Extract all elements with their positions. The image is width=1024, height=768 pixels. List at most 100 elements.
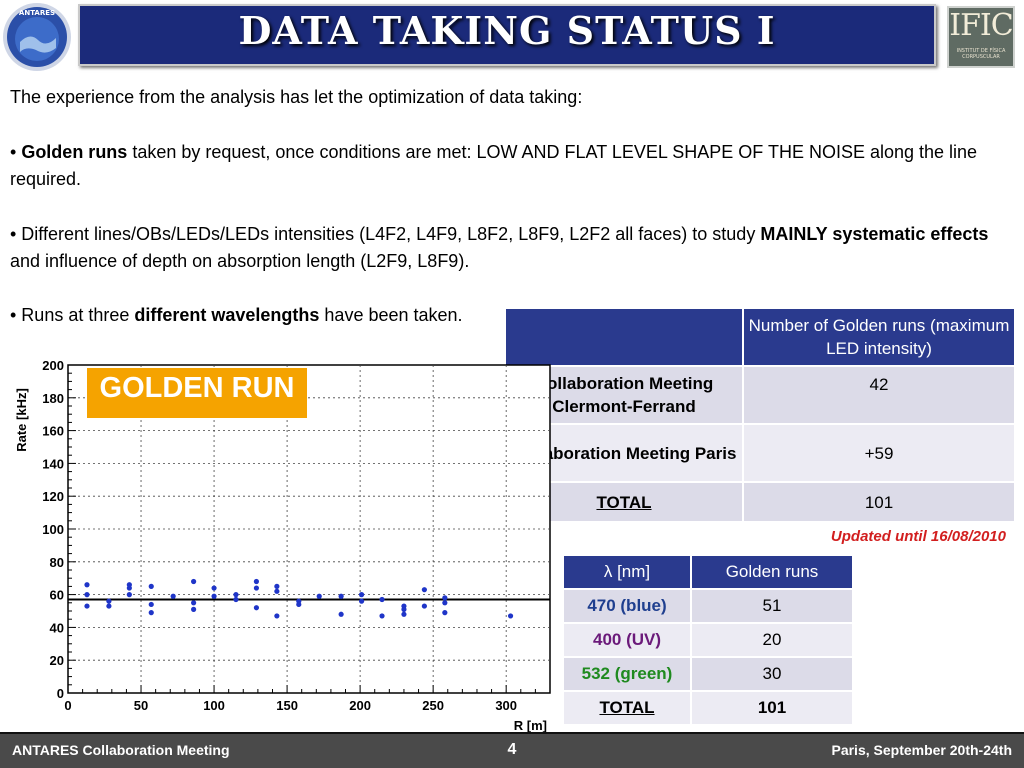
data-point bbox=[126, 592, 132, 598]
table-row: 400 (UV) 20 bbox=[562, 622, 854, 658]
data-point bbox=[126, 585, 132, 591]
data-point bbox=[106, 598, 112, 604]
table1-total-value: 101 bbox=[742, 481, 1016, 523]
table-row: 532 (green) 30 bbox=[562, 656, 854, 692]
table1-row-value: +59 bbox=[742, 423, 1016, 483]
y-tick-label: 140 bbox=[42, 456, 64, 471]
bullet-wavelengths: • Runs at three different wavelengths ha… bbox=[10, 302, 500, 329]
data-point bbox=[253, 585, 260, 591]
data-point bbox=[233, 592, 239, 598]
y-tick-label: 0 bbox=[57, 686, 64, 701]
page-title: DATA TAKING STATUS I bbox=[238, 8, 776, 53]
data-point bbox=[191, 600, 197, 606]
bullet1-rest: taken by request, once conditions are me… bbox=[10, 142, 978, 189]
x-tick-label: 250 bbox=[422, 698, 444, 713]
footer-meeting: ANTARES Collaboration Meeting bbox=[12, 742, 230, 758]
data-point bbox=[253, 605, 260, 611]
data-point bbox=[148, 601, 154, 608]
bullet2-rest: and influence of depth on absorption len… bbox=[10, 251, 470, 271]
data-point bbox=[191, 606, 197, 612]
table-row: Collaboration Meeting Paris +59 bbox=[504, 423, 1016, 483]
antares-logo: ANTARES bbox=[3, 3, 71, 71]
footer-bar bbox=[0, 734, 1024, 768]
table1-row-value: 42 bbox=[742, 365, 1016, 425]
y-tick-label: 200 bbox=[42, 358, 64, 373]
data-point bbox=[170, 593, 176, 599]
x-tick-label: 200 bbox=[349, 698, 371, 713]
table2-row-label: 532 (green) bbox=[562, 656, 692, 692]
table-row: TOTAL 101 bbox=[504, 481, 1016, 523]
y-tick-label: 180 bbox=[42, 391, 64, 406]
x-tick-label: 150 bbox=[276, 698, 298, 713]
data-point bbox=[442, 595, 448, 601]
data-point bbox=[338, 593, 344, 599]
data-point bbox=[191, 578, 197, 585]
data-point bbox=[379, 596, 385, 603]
data-point bbox=[106, 603, 112, 609]
bullet2-bold: MAINLY systematic effects bbox=[760, 224, 989, 244]
table2-row-value: 51 bbox=[690, 588, 854, 624]
bullet3-rest: have been taken. bbox=[319, 305, 463, 325]
bullet3-bold: different wavelengths bbox=[134, 305, 320, 325]
y-tick-label: 160 bbox=[42, 424, 64, 439]
intro-text: The experience from the analysis has let… bbox=[10, 87, 583, 107]
table-row: Collaboration Meeting Clermont-Ferrand 4… bbox=[504, 365, 1016, 425]
table2-row-value: 30 bbox=[690, 656, 854, 692]
data-point bbox=[84, 592, 90, 598]
table2-row-label: 470 (blue) bbox=[562, 588, 692, 624]
data-point bbox=[148, 610, 154, 616]
data-point bbox=[274, 613, 280, 619]
table2-total-label: TOTAL bbox=[562, 690, 692, 726]
ific-logo bbox=[947, 6, 1015, 68]
data-point bbox=[421, 587, 427, 593]
golden-run-label-box bbox=[87, 368, 307, 418]
table2-row-label: 400 (UV) bbox=[562, 622, 692, 658]
data-point bbox=[296, 601, 302, 608]
table2-header-golden-runs: Golden runs bbox=[690, 554, 854, 590]
y-tick-label: 100 bbox=[42, 522, 64, 537]
data-point bbox=[84, 603, 90, 609]
ific-logo-text: IFIC bbox=[949, 8, 1013, 43]
page-number: 4 bbox=[507, 741, 517, 758]
data-point bbox=[211, 585, 217, 591]
y-tick-label: 20 bbox=[50, 653, 64, 668]
y-tick-label: 120 bbox=[42, 489, 64, 504]
data-point bbox=[401, 606, 407, 612]
data-point bbox=[148, 583, 154, 589]
y-tick-label: 80 bbox=[50, 555, 64, 570]
table2-row-value: 20 bbox=[690, 622, 854, 658]
table-row: 470 (blue) 51 bbox=[562, 588, 854, 624]
data-point bbox=[338, 611, 344, 617]
rate-vs-distance-chart: 0 20 40 60 80 100 120 140 160 180 200 0 50 100 150 200 2… bbox=[14, 358, 551, 733]
x-tick-label: 100 bbox=[203, 698, 225, 713]
table2-total-value: 101 bbox=[690, 690, 854, 726]
data-point bbox=[442, 610, 448, 616]
ific-logo-subtext: INSTITUT DE FÍSICA CORPUSCULAR bbox=[956, 48, 1006, 60]
golden-run-label: GOLDEN RUN bbox=[99, 372, 295, 404]
y-tick-label: 60 bbox=[50, 588, 64, 603]
data-point bbox=[442, 600, 448, 606]
data-point bbox=[358, 592, 365, 598]
data-point bbox=[421, 603, 427, 609]
x-tick-label: 0 bbox=[64, 698, 71, 713]
y-axis-label: Rate [kHz] bbox=[14, 388, 29, 452]
data-point bbox=[274, 583, 280, 589]
golden-runs-meeting-table: Number of Golden runs (maximum LED inten… bbox=[504, 307, 1016, 523]
table-row: TOTAL 101 bbox=[562, 690, 854, 726]
table1-header-empty bbox=[504, 307, 744, 367]
golden-runs-wavelength-table: λ [nm] Golden runs 470 (blue) 51 400 (UV… bbox=[562, 554, 854, 726]
title-banner bbox=[78, 4, 936, 66]
footer-location-date: Paris, September 20th-24th bbox=[831, 742, 1012, 758]
data-point bbox=[84, 582, 90, 588]
antares-logo-text: ANTARES bbox=[19, 9, 55, 17]
footer-divider bbox=[0, 732, 1024, 734]
data-point bbox=[211, 593, 217, 599]
x-tick-label: 50 bbox=[134, 698, 148, 713]
bullet1-prefix: • bbox=[10, 142, 22, 162]
y-tick-label: 40 bbox=[50, 620, 64, 635]
x-tick-label: 300 bbox=[495, 698, 517, 713]
data-point bbox=[401, 611, 407, 617]
data-point bbox=[379, 613, 385, 619]
bullet1-bold: Golden runs bbox=[21, 142, 128, 162]
data-point bbox=[316, 593, 322, 599]
